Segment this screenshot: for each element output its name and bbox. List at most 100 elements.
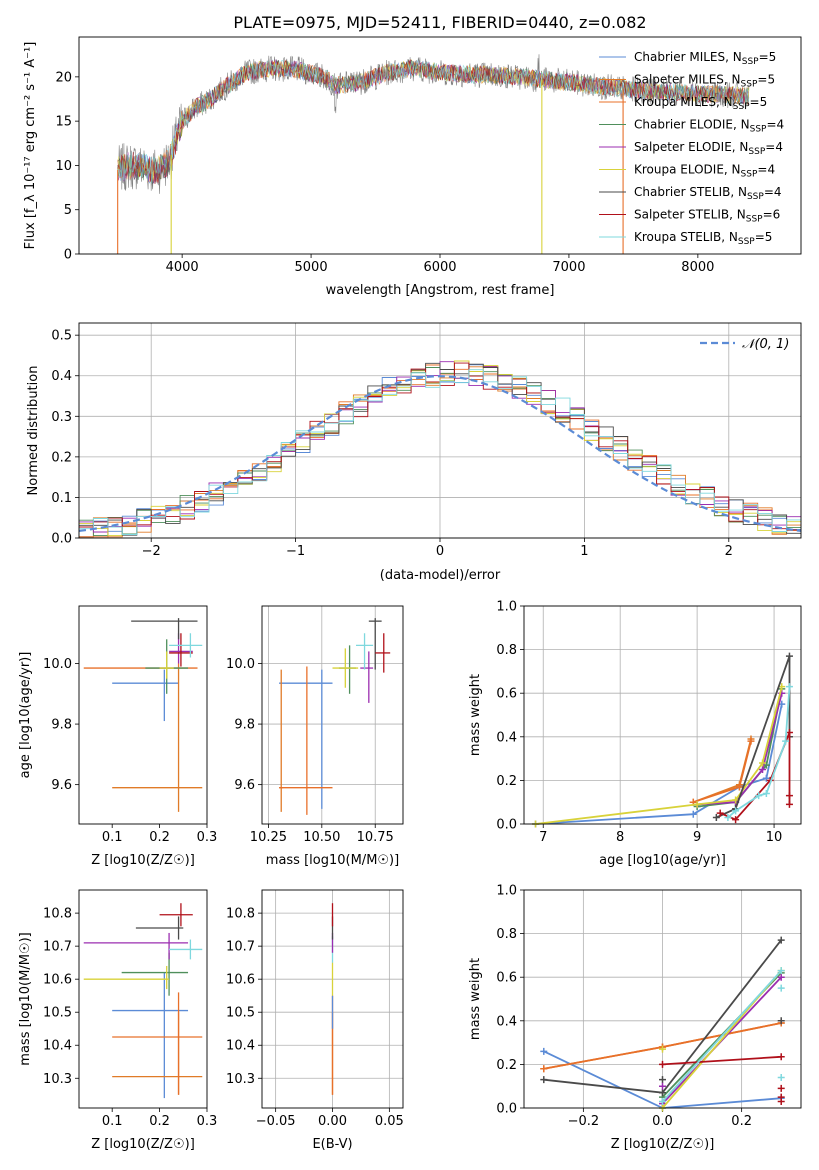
x-tick-label: 5000 (295, 260, 328, 275)
y-tick-label: 10.6 (226, 973, 255, 988)
x-tick-label: 0.3 (197, 830, 218, 845)
x-tick-label: 7000 (552, 260, 585, 275)
errorbar-point (131, 618, 198, 640)
x-tick-label: 0.0 (652, 1114, 673, 1129)
axes-frame (523, 889, 802, 1109)
errorbar-point (169, 939, 203, 960)
weight-marker (716, 809, 724, 817)
y-tick-label: 0.8 (496, 643, 517, 658)
legend-entry: Kroupa MILES, NSSP=5 (634, 95, 767, 112)
y-tick-label: 15 (55, 115, 72, 130)
age-vs-z-axes: 0.1 0.2 0.3 9.6 9.8 10.0 (43, 657, 217, 845)
errorbar-point (356, 633, 374, 670)
weight-marker (659, 1097, 666, 1105)
x-axis-label: wavelength [Angstrom, rest frame] (326, 283, 555, 298)
y-tick-label: 10.6 (43, 973, 72, 988)
y-axis-label: Normed distribution (26, 366, 41, 496)
weight-marker (712, 813, 720, 821)
x-tick-label: −2 (142, 544, 161, 559)
weight-marker (785, 683, 793, 691)
weight-marker (735, 783, 743, 791)
weight-marker (777, 967, 785, 975)
weight-vs-z-lines (540, 936, 785, 1112)
weight-marker (777, 984, 785, 992)
y-tick-label: 9.8 (234, 718, 255, 733)
y-tick-label: 0.5 (51, 329, 72, 344)
y-tick-label: 10.3 (226, 1072, 255, 1087)
x-tick-label: 0 (436, 544, 444, 559)
x-tick-label: −0.05 (256, 1114, 296, 1129)
y-tick-label: 0.0 (496, 818, 517, 833)
mass-vs-ebv-panel: −0.05 0.00 0.05 10.3 10.4 10.5 10.6 10.7 10.8 E(B… (226, 889, 404, 1152)
y-tick-label: 10.3 (43, 1072, 72, 1087)
x-tick-label: 9 (693, 830, 701, 845)
y-tick-label: 9.8 (51, 718, 72, 733)
legend-entry: Chabrier MILES, NSSP=5 (634, 50, 776, 67)
weight-marker (659, 1076, 666, 1084)
age-vs-z-points (83, 618, 203, 812)
normal-reference-curve (79, 375, 801, 532)
y-tick-label: 0.6 (496, 687, 517, 702)
weight-vs-age-panel: 7 8 9 10 0.0 0.2 0.4 0.6 0.8 1.0 age [log10(age/yr… (468, 600, 802, 868)
mass-vs-z-points (83, 903, 203, 1099)
y-tick-label: 0.2 (496, 774, 517, 789)
x-tick-label: −1 (286, 544, 305, 559)
errorbar-point (112, 992, 203, 1095)
weight-series-line (697, 692, 783, 806)
age-vs-mass-panel: 10.25 10.50 10.75 9.6 9.8 10.0 mass [log10(M/M… (226, 605, 404, 868)
model-spectrum-line (117, 59, 750, 184)
y-tick-label: 0.3 (51, 410, 72, 425)
y-tick-label: 5 (64, 203, 72, 218)
y-axis-label: age [log10(age/yr)] (18, 652, 33, 779)
x-axis-label: E(B-V) (312, 1137, 352, 1152)
weight-marker (659, 1082, 666, 1090)
errorbar-point (112, 669, 179, 722)
age-vs-z-panel: 0.1 0.2 0.3 9.6 9.8 10.0 Z [log10(Z/Z☉)] age [l… (18, 605, 217, 868)
weight-marker (759, 759, 767, 767)
weight-marker (659, 1089, 666, 1097)
errorbar-point (135, 916, 184, 940)
weight-marker (785, 800, 793, 808)
x-tick-label: 10.25 (250, 830, 287, 845)
y-tick-label: 0.8 (496, 927, 517, 942)
y-tick-label: 0.4 (496, 730, 517, 745)
mass-vs-z-panel: 0.1 0.2 0.3 10.3 10.4 10.5 10.6 10.7 10.8 Z [log1… (18, 889, 217, 1152)
axes-frame (78, 605, 208, 825)
y-tick-label: 10.0 (226, 657, 255, 672)
x-tick-label: 8000 (681, 260, 714, 275)
errorbar-point (169, 633, 193, 667)
weight-vs-age-lines (532, 652, 793, 828)
y-tick-label: 1.0 (496, 884, 517, 899)
y-tick-label: 0.4 (496, 1014, 517, 1029)
y-tick-label: 0.6 (496, 971, 517, 986)
weight-marker (777, 1097, 785, 1105)
spectrum-legend: Chabrier MILES, NSSP=5 Salpeter MILES, NS… (599, 50, 784, 247)
legend-entry: 𝒩(0, 1) (742, 337, 789, 352)
y-tick-label: 10.0 (43, 657, 72, 672)
legend-entry: Kroupa ELODIE, NSSP=4 (634, 163, 775, 180)
weight-series-line (662, 1055, 782, 1066)
errorbar-point (159, 651, 174, 679)
y-tick-label: 10.8 (226, 907, 255, 922)
x-axis-label: mass [log10(M/M☉)] (266, 853, 399, 868)
weight-marker (777, 1053, 785, 1061)
weight-marker (759, 766, 767, 773)
legend-entry: Salpeter MILES, NSSP=5 (634, 73, 775, 90)
figure-title: PLATE=0975, MJD=52411, FIBERID=0440, z=0… (233, 13, 646, 32)
legend-entry: Chabrier ELODIE, NSSP=4 (634, 118, 784, 135)
y-tick-label: 20 (55, 70, 72, 85)
errorbar-point (368, 618, 382, 670)
weight-marker (689, 810, 697, 818)
errorbar-point (83, 932, 189, 960)
y-tick-label: 9.6 (51, 778, 72, 793)
weight-marker (732, 816, 740, 824)
x-tick-label: 4000 (166, 260, 199, 275)
x-tick-label: 0.2 (149, 830, 170, 845)
axes-frame (78, 889, 208, 1109)
spectrum-panel: 4000 5000 6000 7000 8000 0 5 10 15 20 wavelength [… (23, 36, 802, 298)
y-tick-label: 0.0 (496, 1102, 517, 1117)
x-tick-label: 10.50 (303, 830, 340, 845)
weight-series-line (727, 686, 791, 819)
legend-entry: Kroupa STELIB, NSSP=5 (634, 230, 772, 247)
